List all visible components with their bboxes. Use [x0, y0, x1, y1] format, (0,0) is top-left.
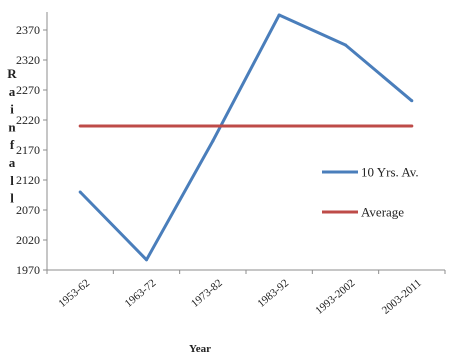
y-axis-label-letter: l	[10, 173, 14, 188]
y-axis-label-letter: R	[7, 66, 17, 81]
x-tick-label: 1973-82	[189, 277, 225, 310]
x-tick-label: 1983-92	[255, 277, 291, 310]
data-point	[145, 258, 148, 262]
series-line	[79, 13, 413, 262]
data-point	[344, 43, 347, 47]
data-point	[410, 99, 414, 103]
y-axis-label-letter: i	[10, 102, 14, 117]
y-axis-label-letter: l	[10, 191, 14, 206]
data-point	[78, 124, 82, 128]
y-axis-label-letter: a	[9, 84, 16, 99]
x-axis-label: Year	[189, 343, 211, 355]
data-point	[344, 124, 347, 128]
y-tick-label: 2020	[16, 233, 40, 247]
y-tick-label: 2170	[16, 143, 40, 157]
legend-label: 10 Yrs. Av.	[361, 165, 419, 180]
x-tick-label: 1953-62	[56, 277, 92, 310]
data-point	[145, 124, 148, 128]
x-tick-label: 1993-2002	[313, 277, 357, 317]
y-axis-label-letter: n	[8, 119, 16, 134]
data-point	[78, 190, 82, 194]
series-layer	[78, 13, 414, 262]
data-point	[277, 13, 281, 17]
x-tick-label: 2003-2011	[380, 277, 424, 317]
legend-item: Average	[322, 205, 404, 220]
legend: 10 Yrs. Av. Average	[322, 165, 419, 220]
y-tick-label: 2120	[16, 173, 40, 187]
x-axis-ticks: 1953-62 1963-72 1973-82 1983-92 1993-2002 200…	[46, 270, 446, 317]
data-point	[410, 124, 414, 128]
x-tick-label: 1963-72	[123, 277, 159, 310]
y-tick-label: 2220	[16, 113, 40, 127]
y-tick-label: 2320	[16, 53, 40, 67]
y-axis-label-letter: f	[10, 137, 15, 152]
legend-item: 10 Yrs. Av.	[322, 165, 419, 180]
data-point	[211, 124, 215, 128]
y-tick-label: 2070	[16, 203, 40, 217]
y-axis-ticks: 1970 2020 2070 2120 2170 2220 2270 2320 2370	[16, 23, 47, 277]
legend-label: Average	[361, 205, 404, 220]
y-tick-label: 2270	[16, 83, 40, 97]
data-point	[277, 124, 281, 128]
y-tick-label: 1970	[16, 263, 40, 277]
data-point	[211, 139, 215, 143]
y-tick-label: 2370	[16, 23, 40, 37]
y-axis-label-letter: a	[9, 155, 16, 170]
